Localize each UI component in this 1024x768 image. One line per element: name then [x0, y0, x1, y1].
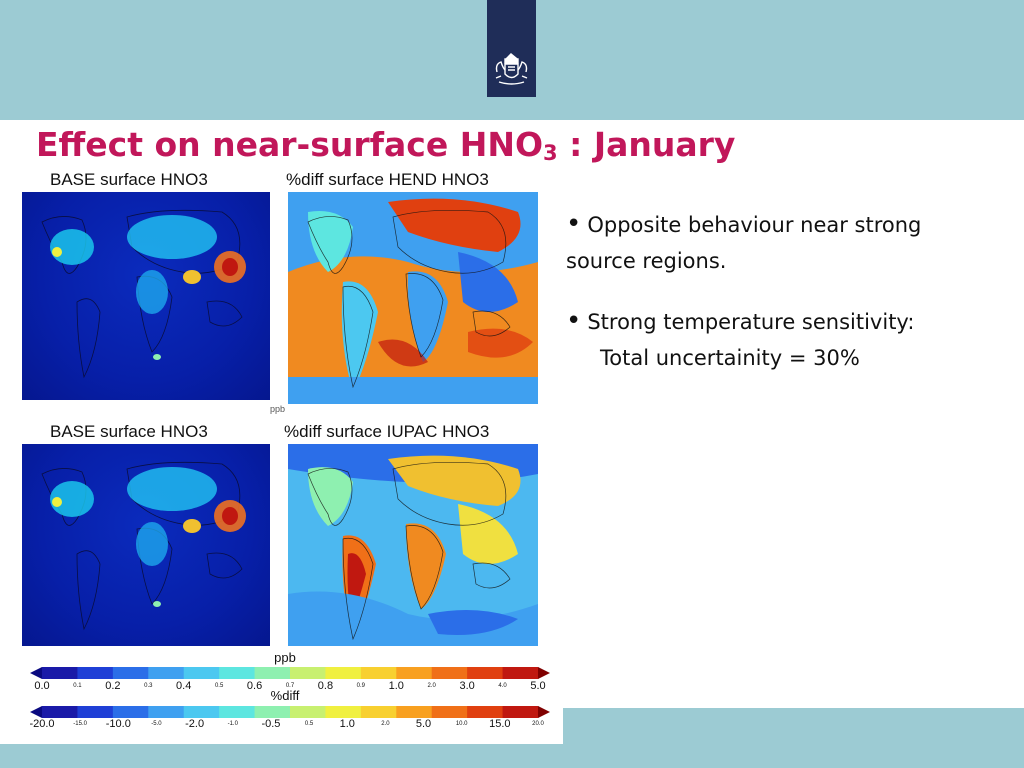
figure-panel: BASE surface HNO3 %diff surface HEND HNO…	[20, 168, 563, 746]
slide-title: Effect on near-surface HNO3 : January	[36, 125, 736, 165]
colorbar-tick-label: 10.0	[455, 721, 468, 727]
colorbar-tick-label: 5.0	[530, 680, 546, 692]
colorbar-diff	[30, 706, 550, 718]
colorbar-tick-label: -0.5	[261, 718, 281, 730]
colorbar-arrow-right	[538, 667, 550, 679]
colorbar-tick-label: -1.0	[227, 721, 238, 727]
colorbar-segment	[77, 667, 114, 679]
colorbar-segment	[42, 667, 78, 679]
colorbar-segment	[219, 667, 256, 679]
colorbar-segment	[290, 706, 326, 718]
colorbar-segment	[112, 706, 149, 718]
bullet-dot: •	[566, 306, 582, 336]
colorbar-segment	[431, 667, 468, 679]
colorbar-tick-label: 2.0	[381, 721, 390, 727]
colorbar-tick-label: 15.0	[489, 718, 511, 730]
colorbar-tick-label: -20.0	[29, 718, 55, 730]
colorbar-tick-label: 4.0	[498, 683, 507, 689]
colorbar-tick-label: 1.0	[388, 680, 404, 692]
bullet-dot: •	[566, 209, 582, 239]
colorbar-ppb	[30, 667, 550, 679]
footer-band-left	[0, 744, 563, 768]
colorbar-segment	[183, 706, 220, 718]
colorbar-tick-label: 3.0	[459, 680, 475, 692]
colorbar-segment	[290, 667, 326, 679]
map-base-top	[22, 192, 270, 400]
colorbar-segment	[42, 706, 78, 718]
colorbar-segment	[396, 706, 433, 718]
colorbar-tick-label: -10.0	[105, 718, 131, 730]
colorbar-arrow-left	[30, 706, 42, 718]
colorbar-segment	[502, 667, 539, 679]
colorbar-unit-diff: %diff	[270, 688, 300, 703]
colorbar-segment	[148, 667, 185, 679]
panel-unit-fragment: ppb	[270, 404, 286, 414]
colorbar-segment	[148, 706, 185, 718]
colorbar-tick-label: 0.9	[356, 683, 366, 689]
colorbar-segment	[467, 706, 504, 718]
colorbar-segment	[77, 706, 114, 718]
colorbar-tick-label: 0.1	[73, 683, 82, 689]
bullet-item-1: • Opposite behaviour near strong source r…	[566, 209, 922, 273]
bullet-list: • Opposite behaviour near strong source r…	[566, 206, 1016, 400]
colorbar-arrow-left	[30, 667, 42, 679]
colorbar-tick-label: 0.4	[176, 680, 192, 692]
colorbar-tick-label: 1.0	[339, 718, 355, 730]
colorbar-segment	[254, 667, 291, 679]
colorbar-tick-label: -5.0	[151, 721, 162, 727]
panel-title-base-bottom: BASE surface HNO3	[50, 422, 208, 441]
colorbar-segment	[325, 667, 362, 679]
panel-title-hend: %diff surface HEND HNO3	[286, 170, 489, 189]
colorbar-tick-label: 0.6	[246, 680, 263, 692]
colorbar-segment	[502, 706, 539, 718]
map-diff-hend	[288, 192, 538, 404]
colorbar-segment	[325, 706, 362, 718]
panel-title-base-top: BASE surface HNO3	[50, 170, 208, 189]
colorbar-tick-label: 0.0	[34, 680, 50, 692]
colorbar-tick-label: 0.2	[105, 680, 121, 692]
map-diff-iupac	[288, 444, 538, 646]
colorbar-arrow-right	[538, 706, 550, 718]
royal-coat-of-arms-icon	[495, 53, 528, 85]
colorbar-tick-label: -15.0	[73, 721, 87, 727]
footer-band	[563, 708, 1024, 768]
colorbar-tick-label: 5.0	[415, 718, 432, 730]
colorbar-tick-label: 0.8	[317, 680, 334, 692]
colorbar-tick-label: 0.7	[285, 683, 295, 689]
colorbar-tick-label: -2.0	[185, 718, 205, 730]
colorbar-segment	[431, 706, 468, 718]
colorbar-segment	[219, 706, 256, 718]
bullet-item-2: • Strong temperature sensitivity: Total u…	[566, 306, 915, 370]
colorbar-segment	[360, 706, 397, 718]
map-base-bottom	[22, 444, 270, 646]
colorbar-tick-label: 0.5	[304, 721, 314, 727]
colorbar-tick-label: 2.0	[427, 683, 436, 689]
colorbar-segment	[467, 667, 504, 679]
colorbar-tick-label: 0.3	[144, 683, 153, 689]
colorbar-segment	[360, 667, 397, 679]
colorbar-segment	[254, 706, 291, 718]
colorbar-tick-label: 0.5	[214, 683, 224, 689]
panel-title-iupac: %diff surface IUPAC HNO3	[284, 422, 490, 441]
colorbar-unit-ppb: ppb	[274, 650, 296, 665]
colorbar-segment	[112, 667, 149, 679]
colorbar-segment	[396, 667, 433, 679]
colorbar-segment	[183, 667, 220, 679]
colorbar-tick-label: 20.0	[532, 721, 544, 727]
logo-ribbon	[487, 0, 536, 97]
